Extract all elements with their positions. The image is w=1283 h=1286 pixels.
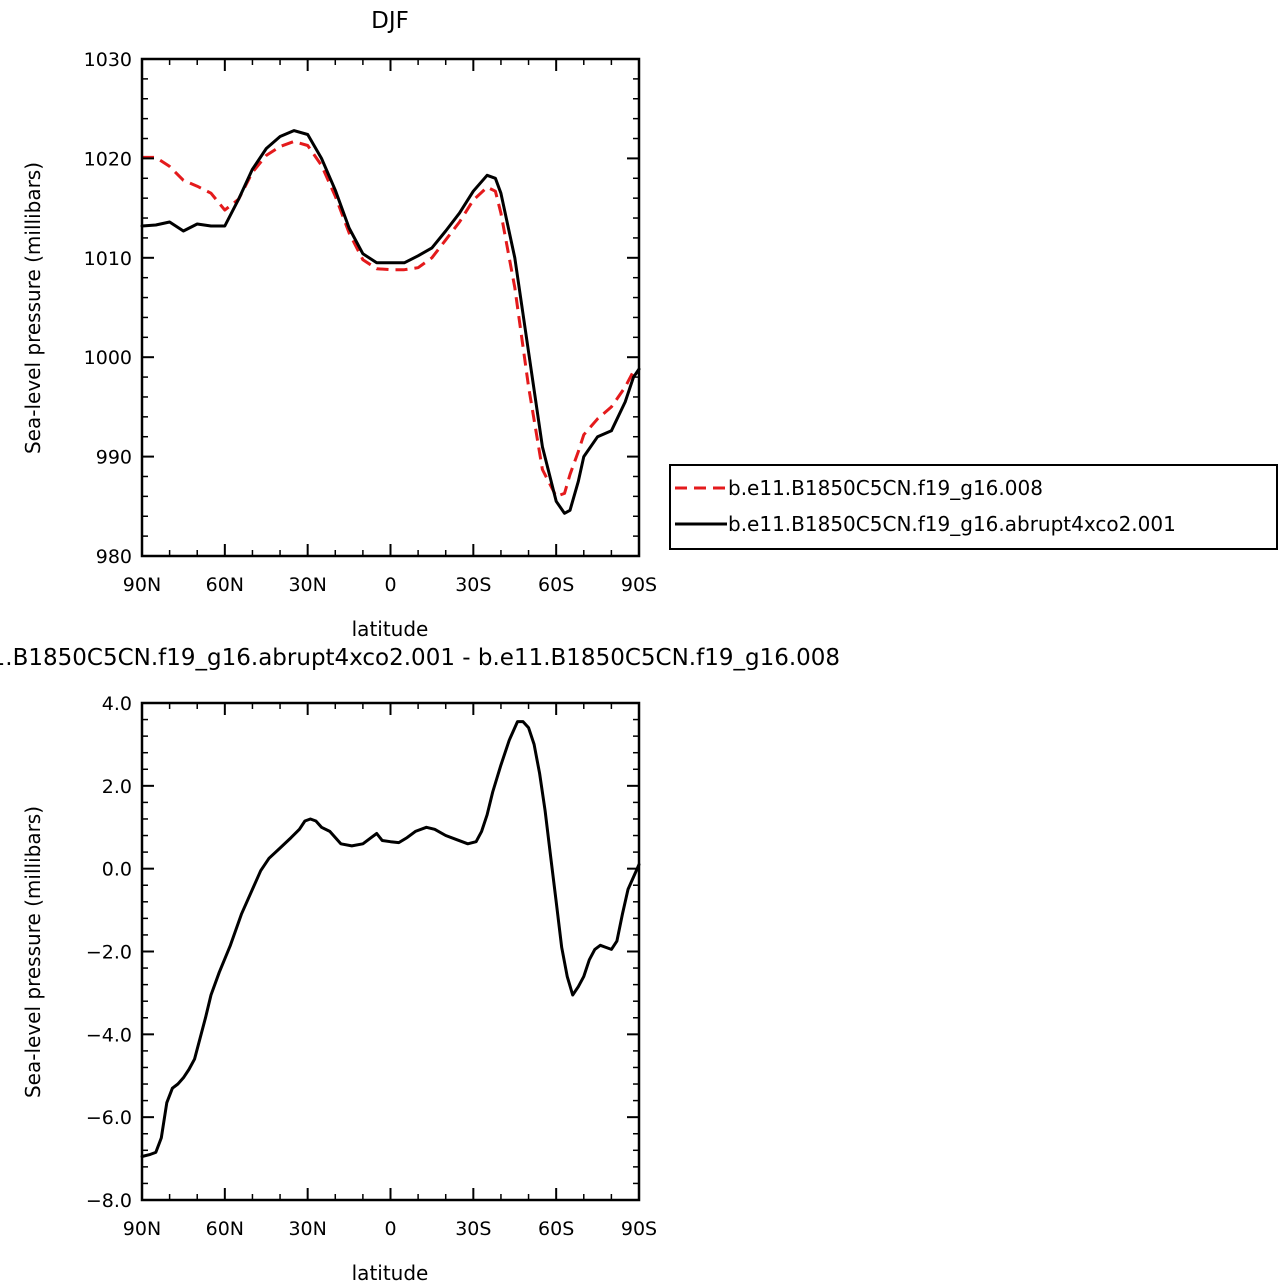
bottom-chart-y-tick-label: −6.0 [86, 1107, 132, 1129]
top-chart-y-tick-label: 1000 [84, 347, 132, 369]
bottom-chart-x-axis-title: latitude [352, 1261, 429, 1285]
bottom-chart-y-tick-label: −2.0 [86, 942, 132, 964]
top-chart-y-tick-label: 1020 [84, 148, 132, 170]
bottom-chart-x-tick-label: 60S [538, 1218, 574, 1240]
bottom-chart-series-line-0 [140, 720, 641, 1158]
top-chart-legend: b.e11.B1850C5CN.f19_g16.008 b.e11.B1850C… [669, 464, 1278, 550]
bottom-chart-axes: 90N 60N 30N 0 30S 60S 90S −8.0 −6.0 −4.0 −2.0 0.0 2.… [86, 693, 657, 1240]
bottom-chart-plot-frame [140, 701, 641, 1202]
bottom-chart-y-tick-label: 0.0 [102, 859, 132, 881]
bottom-chart-panel: b.e11.B1850C5CN.f19_g16.abrupt4xco2.001 … [0, 645, 840, 1285]
top-chart-plot-frame [140, 57, 641, 558]
top-chart-x-tick-label: 90S [621, 574, 657, 596]
bottom-chart-y-axis-title: Sea-level pressure (millibars) [21, 806, 45, 1098]
top-chart-y-tick-label: 990 [96, 447, 132, 469]
top-chart-series-group [140, 129, 641, 515]
legend-label-control: b.e11.B1850C5CN.f19_g16.008 [728, 476, 1043, 500]
top-chart-x-tick-label: 60N [206, 574, 244, 596]
top-chart-series-line-0 [142, 140, 640, 498]
bottom-chart-y-tick-label: −4.0 [86, 1024, 132, 1046]
top-chart-y-tick-label: 980 [96, 546, 132, 568]
bottom-chart-x-tick-label: 90N [123, 1218, 161, 1240]
bottom-chart-x-tick-label: 30N [288, 1218, 326, 1240]
top-chart-x-axis-title: latitude [352, 617, 429, 641]
top-chart-x-tick-label: 30S [455, 574, 491, 596]
top-chart-axes: 90N 60N 30N 0 30S 60S 90S 980 990 1000 1010 1020 103… [84, 49, 657, 596]
top-chart-title: DJF [371, 8, 409, 34]
top-chart-x-tick-label: 60S [538, 574, 574, 596]
top-chart-x-tick-label: 30N [288, 574, 326, 596]
bottom-chart-x-tick-label: 90S [621, 1218, 657, 1240]
bottom-chart-y-tick-label: −8.0 [86, 1190, 132, 1212]
top-chart-panel: DJF 90N 60N 30N 0 30S 60S 90S 980 990 1000 1010 102… [21, 8, 1278, 641]
legend-label-abrupt4xco2: b.e11.B1850C5CN.f19_g16.abrupt4xco2.001 [728, 512, 1176, 536]
top-chart-y-tick-label: 1010 [84, 248, 132, 270]
bottom-chart-series-group [140, 720, 641, 1158]
bottom-chart-x-tick-label: 30S [455, 1218, 491, 1240]
top-chart-y-axis-title: Sea-level pressure (millibars) [21, 162, 45, 454]
top-chart-y-tick-label: 1030 [84, 49, 132, 71]
bottom-chart-y-tick-label: 2.0 [102, 776, 132, 798]
bottom-chart-x-tick-label: 0 [384, 1218, 396, 1240]
bottom-chart-title: b.e11.B1850C5CN.f19_g16.abrupt4xco2.001 … [0, 645, 840, 671]
bottom-chart-y-tick-label: 4.0 [102, 693, 132, 715]
top-chart-x-tick-label: 90N [123, 574, 161, 596]
top-chart-series-line-1 [140, 129, 641, 515]
legend-box [669, 464, 1278, 550]
bottom-chart-x-tick-label: 60N [206, 1218, 244, 1240]
top-chart-x-tick-label: 0 [384, 574, 396, 596]
